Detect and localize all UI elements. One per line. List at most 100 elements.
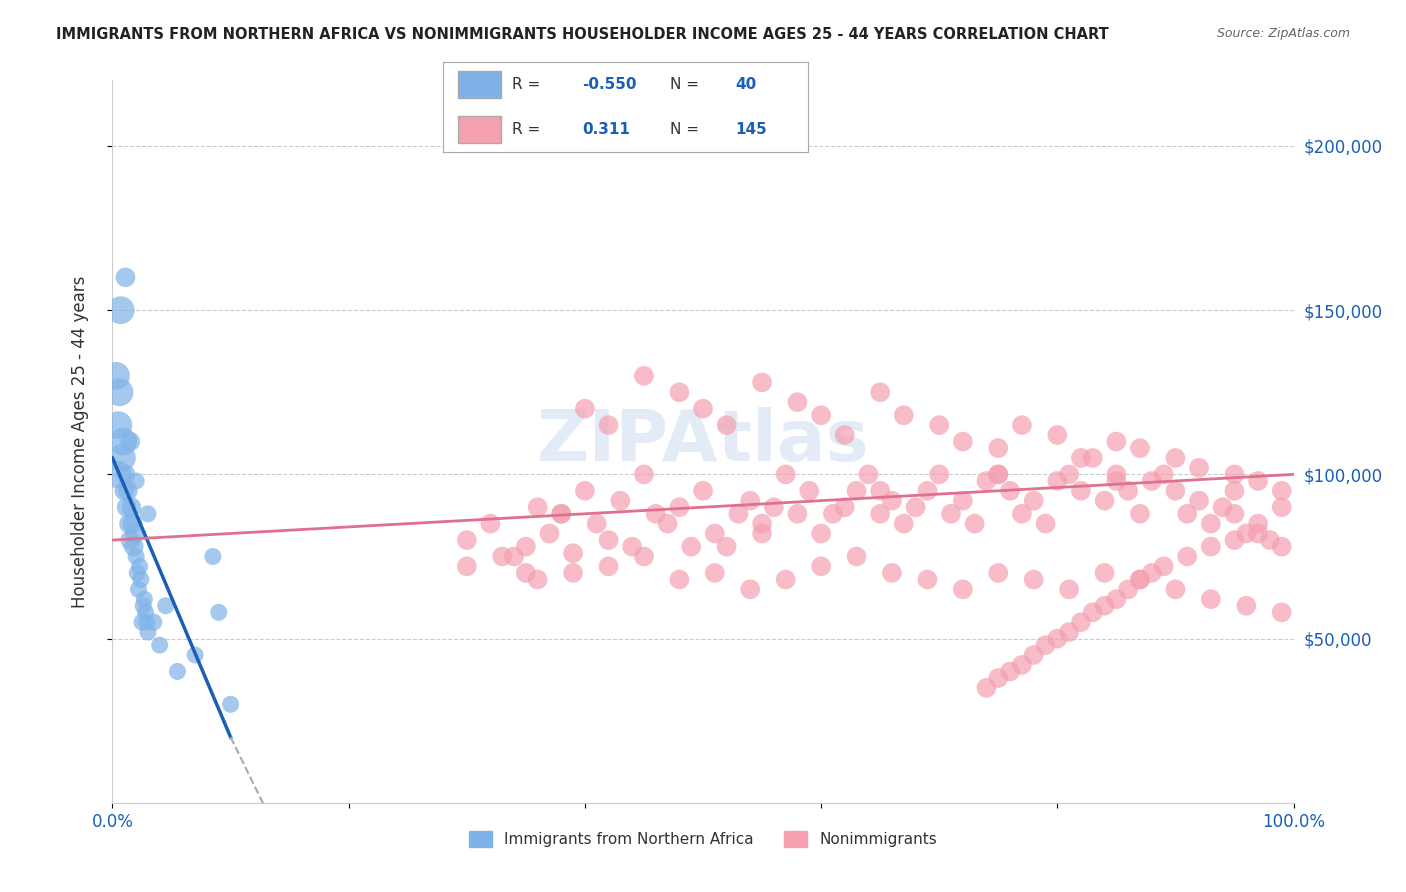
Point xyxy=(692,483,714,498)
Point xyxy=(987,671,1010,685)
Point xyxy=(166,665,188,679)
Point xyxy=(1199,516,1222,531)
Point xyxy=(1188,460,1211,475)
Point xyxy=(1271,483,1294,498)
Point xyxy=(998,483,1021,498)
Point xyxy=(998,665,1021,679)
Point xyxy=(821,507,844,521)
Point xyxy=(456,533,478,547)
Point xyxy=(917,483,939,498)
Point xyxy=(1234,526,1257,541)
Point xyxy=(1057,625,1080,640)
Point xyxy=(526,573,548,587)
Point xyxy=(491,549,513,564)
Legend: Immigrants from Northern Africa, Nonimmigrants: Immigrants from Northern Africa, Nonimmi… xyxy=(463,825,943,853)
Point xyxy=(136,625,159,640)
Point xyxy=(786,507,808,521)
Text: 145: 145 xyxy=(735,122,768,136)
Point xyxy=(479,516,502,531)
Point xyxy=(987,467,1010,482)
Point xyxy=(598,533,620,547)
Point xyxy=(112,434,135,449)
Point xyxy=(1129,507,1152,521)
Point xyxy=(904,500,927,515)
Point xyxy=(633,368,655,383)
Point xyxy=(1129,441,1152,455)
Point xyxy=(127,582,149,597)
Point xyxy=(124,526,146,541)
Point xyxy=(1129,573,1152,587)
Point xyxy=(869,385,891,400)
Point xyxy=(1153,559,1175,574)
Point xyxy=(681,540,703,554)
Point xyxy=(952,493,974,508)
Point xyxy=(893,409,915,423)
Point xyxy=(1057,582,1080,597)
Point xyxy=(134,592,156,607)
Point xyxy=(122,540,145,554)
Point xyxy=(703,526,725,541)
Point xyxy=(1105,434,1128,449)
Point xyxy=(668,573,690,587)
Point xyxy=(129,573,152,587)
Point xyxy=(1081,450,1104,465)
Point xyxy=(1022,573,1045,587)
Point xyxy=(716,540,738,554)
Point xyxy=(1116,582,1139,597)
Point xyxy=(131,615,153,630)
Point xyxy=(751,526,773,541)
Point xyxy=(118,516,141,531)
Point xyxy=(111,450,134,465)
Point xyxy=(1223,467,1246,482)
Point xyxy=(1081,605,1104,619)
Point xyxy=(1140,566,1163,580)
Point xyxy=(1046,474,1069,488)
Point xyxy=(585,516,607,531)
Text: 0.311: 0.311 xyxy=(582,122,630,136)
Point xyxy=(1070,615,1092,630)
Point xyxy=(869,507,891,521)
Point xyxy=(939,507,962,521)
Text: R =: R = xyxy=(512,78,546,92)
Point xyxy=(1247,474,1270,488)
Point xyxy=(120,533,142,547)
Point xyxy=(155,599,177,613)
Point xyxy=(917,573,939,587)
Point xyxy=(963,516,986,531)
Point xyxy=(834,428,856,442)
Point xyxy=(880,566,903,580)
Point xyxy=(105,368,128,383)
Point xyxy=(598,418,620,433)
Point xyxy=(598,559,620,574)
Point xyxy=(1046,428,1069,442)
Point xyxy=(1247,516,1270,531)
Point xyxy=(1022,648,1045,662)
Point xyxy=(550,507,572,521)
Point xyxy=(1175,507,1198,521)
Point xyxy=(114,270,136,285)
Point xyxy=(219,698,242,712)
Point xyxy=(810,559,832,574)
Point xyxy=(562,546,585,560)
Point xyxy=(1011,657,1033,672)
Point xyxy=(668,385,690,400)
Point xyxy=(1271,605,1294,619)
Point xyxy=(893,516,915,531)
Point xyxy=(125,549,148,564)
Point xyxy=(515,540,537,554)
Point xyxy=(858,467,880,482)
Point xyxy=(1129,573,1152,587)
Point xyxy=(952,434,974,449)
Point xyxy=(142,615,165,630)
Point xyxy=(135,615,157,630)
Point xyxy=(127,566,149,580)
Point xyxy=(609,493,631,508)
Point xyxy=(1070,483,1092,498)
Point xyxy=(834,500,856,515)
Point xyxy=(201,549,224,564)
Point xyxy=(976,681,998,695)
Point xyxy=(740,582,762,597)
Point xyxy=(574,401,596,416)
Point xyxy=(1199,540,1222,554)
Point xyxy=(869,483,891,498)
